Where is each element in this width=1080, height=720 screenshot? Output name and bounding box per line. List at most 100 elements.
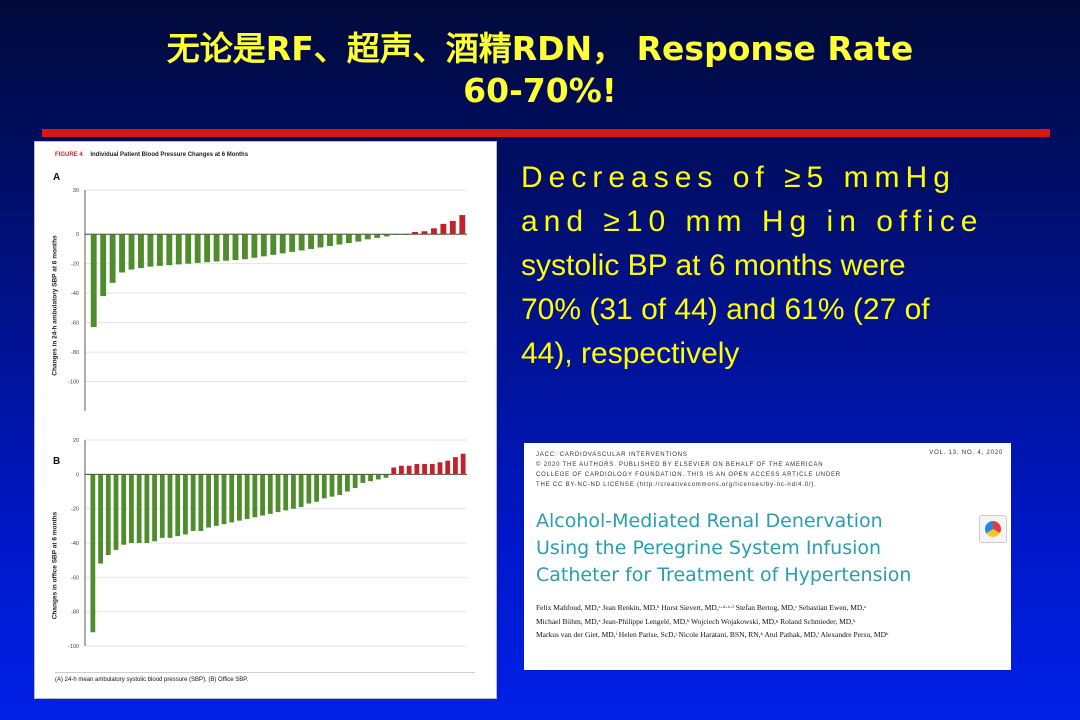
panel-b-bar [121,474,127,545]
paper-citation: JACC: CARDIOVASCULAR INTERVENTIONS © 202… [524,443,1011,670]
panel-b-letter: B [53,456,61,467]
panel-b-bar [237,474,242,521]
statement-line-2: and ≥10 mm Hg in office [521,205,984,238]
panel-b-bar [136,474,142,543]
paper-authors: Felix Mahfoud, MD,ᵃ Jean Renkin, MD,ᵇ Ho… [536,601,1006,642]
panel-a-bar [298,234,305,251]
panel-a-bar [289,234,296,252]
title-line-2: 60-70%! [463,71,617,110]
panel-b-bar [422,464,427,475]
panel-b-bar [414,464,420,475]
panel-b-bar [429,464,435,475]
panel-a-bar [232,234,239,260]
panel-a-bar [412,231,418,235]
panel-a-bar [270,234,277,255]
copyright-line-1: © 2020 THE AUTHORS. PUBLISHED BY ELSEVIE… [536,462,824,468]
panel-a-bar [166,234,173,266]
panel-b-bar [152,474,157,542]
panel-a-bar [336,234,343,245]
panel-a-bar [317,234,324,248]
panel-b-bar [105,474,111,556]
panel-b-tick-label: -40 [71,541,79,547]
panel-a-tick-label: 30 [73,188,79,194]
panel-a-bar [241,234,248,260]
panel-b-bar [298,474,304,507]
panel-a-tick-label: 0 [76,232,79,238]
panel-b-bar [337,474,343,495]
paper-title-line-2: Using the Peregrine System Infusion [536,537,882,559]
panel-a-bar [260,234,267,257]
slide-title: 无论是RF、超声、酒精RDN， Response Rate 60-70%! [0,28,1080,112]
panel-b-bar [190,474,196,531]
panel-a-bar [156,234,163,266]
statement-line-3: systolic BP at 6 months were [521,249,906,282]
panel-a-bar [185,234,192,264]
panel-b-bar [453,457,458,475]
panel-b-bar [183,474,188,535]
panel-b-tick-label: -80 [71,610,79,616]
panel-b-bar [229,474,235,523]
bp-change-figure: FIGURE 4 Individual Patient Blood Pressu… [34,141,497,699]
statement-line-1: Decreases of ≥5 mmHg [521,161,956,194]
statement-line-4: 70% (31 of 44) and 61% (27 of [521,293,930,326]
panel-b-bar [267,474,273,514]
panel-a-bar [393,234,400,235]
panel-a-bar [383,234,390,237]
panel-b-bar [368,474,373,482]
panel-b-bar [175,474,181,537]
panel-a-bar [449,220,456,235]
panel-b-bar [383,474,389,478]
panel-a-bar [251,234,258,258]
panel-b-bar [221,474,227,525]
panel-a-bar [109,234,116,283]
panel-a-letter: A [53,172,61,183]
panel-a-bar [90,234,97,328]
panel-b-bar [291,474,296,509]
panel-b-bar [260,474,265,516]
panel-a-bar [194,234,201,263]
figure-header: FIGURE 4 Individual Patient Blood Pressu… [55,152,248,158]
panel-a-bar [440,223,447,235]
panel-a-bar [364,234,371,240]
panel-a-tick-label: -60 [71,321,79,327]
panel-b-bar [252,474,258,518]
panel-a-bar [459,215,466,235]
panel-b-bar [445,460,451,475]
panel-a-bar [355,234,362,242]
panel-a-tick-label: -40 [71,291,79,297]
panel-a-bar [128,234,135,270]
panel-b-bar [391,467,397,475]
panel-b-bar [213,474,219,526]
panel-b-tick-label: -20 [71,507,79,513]
panel-b-bar [167,474,173,538]
panel-b-bar [283,474,289,511]
panel-b-bar [306,474,312,504]
panel-b-bar [329,474,335,497]
panel-a-bar [204,234,211,263]
title-divider [42,129,1050,137]
paper-title-line-3: Catheter for Treatment of Hypertension [536,564,912,586]
panel-b-bar [352,474,358,489]
journal-header: JACC: CARDIOVASCULAR INTERVENTIONS © 202… [536,450,841,490]
panel-a-bar [374,234,381,238]
panel-a-bar [402,234,409,235]
panel-b-bar [275,474,281,513]
paper-title: Alcohol-Mediated Renal Denervation Using… [536,508,911,589]
authors-line-2: Michael Böhm, MD,ᵃ Jean-Philippe Lengelé… [536,616,856,626]
panel-b-bar [375,474,381,480]
panel-a-bar [147,234,154,267]
title-line-1: 无论是RF、超声、酒精RDN， Response Rate [166,29,914,68]
figure-title: Individual Patient Blood Pressure Change… [90,152,249,158]
panel-b-bar [98,474,103,564]
panel-a-tick-label: -100 [68,380,79,386]
panel-b-bar [345,474,350,492]
panel-b-bar [90,474,96,633]
panel-a-bar [430,228,437,235]
panel-a-bar [223,234,229,261]
panel-b-bar [314,474,319,502]
panel-b-bar [198,474,204,531]
panel-b-tick-label: 0 [76,472,79,478]
figure-caption: (A) 24-h mean ambulatory systolic blood … [55,672,475,683]
panel-a-bar [119,234,126,273]
panel-b-chart: 20 0 -20 -40 -60 -80 -100 [68,438,467,650]
